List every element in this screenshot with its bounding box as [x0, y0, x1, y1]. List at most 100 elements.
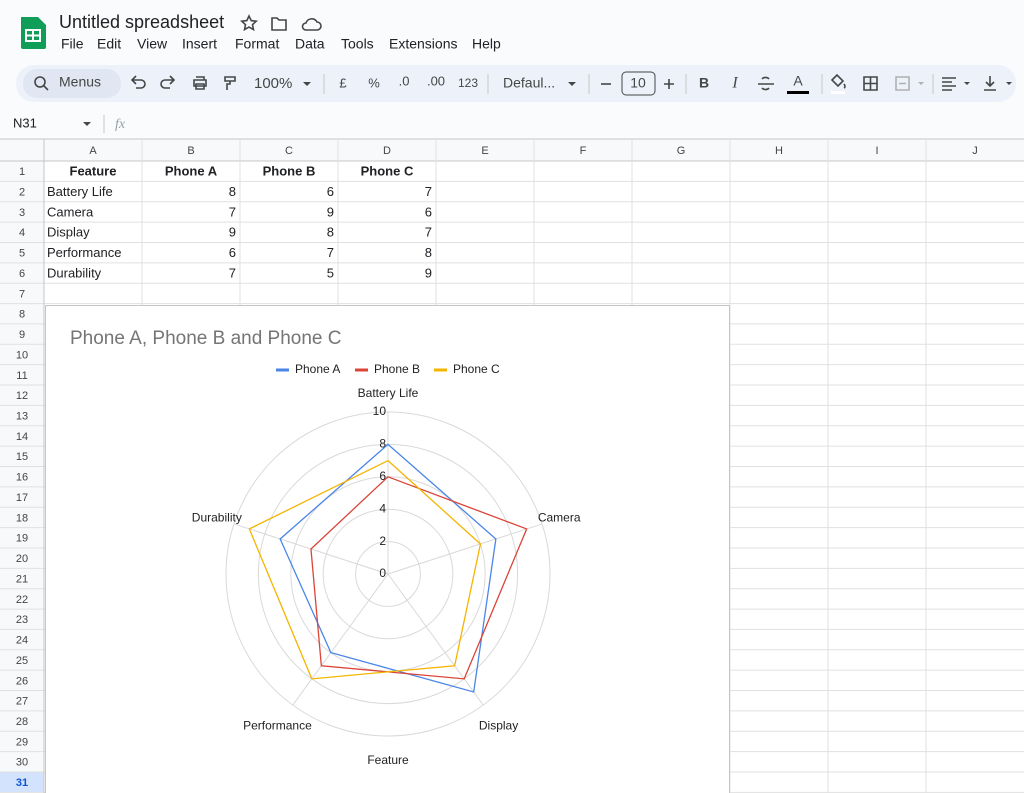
number-format[interactable]: 123	[458, 76, 478, 90]
row-number: 26	[16, 675, 28, 687]
row-number: 18	[16, 512, 28, 524]
font-size[interactable]: 10	[630, 75, 646, 91]
axis-title: Feature	[367, 753, 409, 767]
cell: Phone A	[165, 164, 218, 179]
merge-dropdown	[918, 82, 924, 85]
decrease-decimal[interactable]: .0	[399, 73, 410, 88]
row-number: 2	[19, 186, 25, 198]
font-dropdown[interactable]	[568, 82, 576, 86]
zoom[interactable]: 100%	[254, 75, 292, 92]
star-icon[interactable]	[239, 14, 259, 32]
category-label: Durability	[192, 511, 242, 525]
print[interactable]	[193, 76, 207, 90]
align[interactable]	[942, 77, 956, 91]
logo	[21, 17, 46, 49]
search-label: Menus	[59, 74, 101, 90]
cell-ref-dropdown[interactable]	[83, 122, 91, 126]
category-label: Battery Life	[358, 386, 419, 400]
cell: 6	[327, 184, 334, 199]
column-letter: D	[383, 145, 391, 157]
paint-format[interactable]	[224, 76, 236, 90]
doc-title[interactable]: Untitled spreadsheet	[59, 12, 224, 32]
menu-item[interactable]: File	[61, 36, 84, 52]
toolbar-icons	[130, 71, 1012, 96]
cell: 6	[425, 204, 432, 219]
category-label: Display	[479, 718, 518, 732]
spoke	[387, 573, 484, 706]
column-letter: C	[285, 145, 293, 157]
italic[interactable]: I	[731, 75, 738, 92]
fill-color[interactable]	[830, 73, 846, 89]
percent[interactable]: %	[368, 75, 380, 90]
row-number: 11	[16, 370, 27, 382]
strikethrough[interactable]	[758, 76, 774, 91]
row-number: 7	[19, 288, 25, 300]
increase-font[interactable]	[664, 79, 674, 89]
search-box[interactable]	[23, 69, 121, 98]
font-size-box[interactable]	[621, 71, 656, 96]
row-number: 20	[16, 553, 28, 565]
currency[interactable]: £	[339, 75, 347, 90]
row-number: 30	[16, 757, 28, 769]
menu-item[interactable]: Format	[235, 36, 279, 52]
borders[interactable]	[863, 76, 878, 91]
zoom-dropdown[interactable]	[303, 82, 311, 86]
spoke	[387, 523, 543, 575]
row-number: 16	[16, 472, 28, 484]
cell: Performance	[47, 245, 121, 260]
cell: 8	[229, 184, 236, 199]
legend-label: Phone B	[374, 362, 420, 376]
cell: 7	[229, 265, 236, 280]
r-tick-label: 0	[379, 566, 386, 580]
row-number: 28	[16, 716, 28, 728]
cell: 7	[327, 245, 334, 260]
category-label: Camera	[538, 511, 581, 525]
column-letter: F	[580, 145, 587, 157]
cell-ref[interactable]: N31	[13, 115, 37, 130]
menu-item[interactable]: Help	[472, 36, 501, 52]
cell: 5	[327, 265, 334, 280]
redo[interactable]	[160, 75, 176, 89]
increase-decimal[interactable]: .00	[427, 73, 445, 88]
align-dropdown[interactable]	[964, 82, 970, 85]
r-tick-label: 4	[379, 501, 386, 515]
valign-dropdown[interactable]	[1006, 82, 1012, 85]
search-icon	[34, 76, 49, 91]
menu-item[interactable]: Insert	[182, 36, 217, 52]
toolbar	[16, 65, 1016, 102]
bold[interactable]: B	[699, 75, 709, 91]
undo[interactable]	[130, 75, 146, 89]
row-number: 14	[16, 431, 28, 443]
menu-item[interactable]: Data	[295, 36, 325, 52]
move-icon[interactable]	[271, 17, 287, 31]
menu-item[interactable]: View	[137, 36, 168, 52]
cell: 9	[327, 204, 334, 219]
cell: Camera	[47, 204, 94, 219]
series-line	[248, 459, 482, 680]
column-letter: H	[775, 145, 783, 157]
text-color[interactable]: A	[793, 73, 803, 89]
menu-item[interactable]: Tools	[341, 36, 374, 52]
cell: 7	[425, 225, 432, 240]
chart: Phone A, Phone B and Phone C Phone A Phone…	[45, 305, 730, 793]
row-number: 9	[19, 329, 25, 341]
menu-item[interactable]: Edit	[97, 36, 121, 52]
column-letter: B	[187, 145, 194, 157]
series-line	[279, 443, 497, 693]
row-number: 3	[19, 207, 25, 219]
legend-label: Phone C	[453, 362, 500, 376]
r-tick-label: 2	[379, 534, 386, 548]
text-color-bar	[787, 91, 809, 94]
row-number: 15	[16, 451, 28, 463]
menu-item[interactable]: Extensions	[389, 36, 457, 52]
selected-row-header	[0, 772, 44, 793]
cloud-icon[interactable]	[301, 18, 322, 31]
fill-color-bar	[831, 91, 845, 94]
row-number: 6	[19, 268, 25, 280]
r-tick-label: 8	[379, 437, 386, 451]
column-letter: J	[972, 145, 978, 157]
row-number: 25	[16, 655, 28, 667]
valign[interactable]	[984, 76, 996, 91]
font-family[interactable]: Defaul...	[503, 75, 555, 91]
